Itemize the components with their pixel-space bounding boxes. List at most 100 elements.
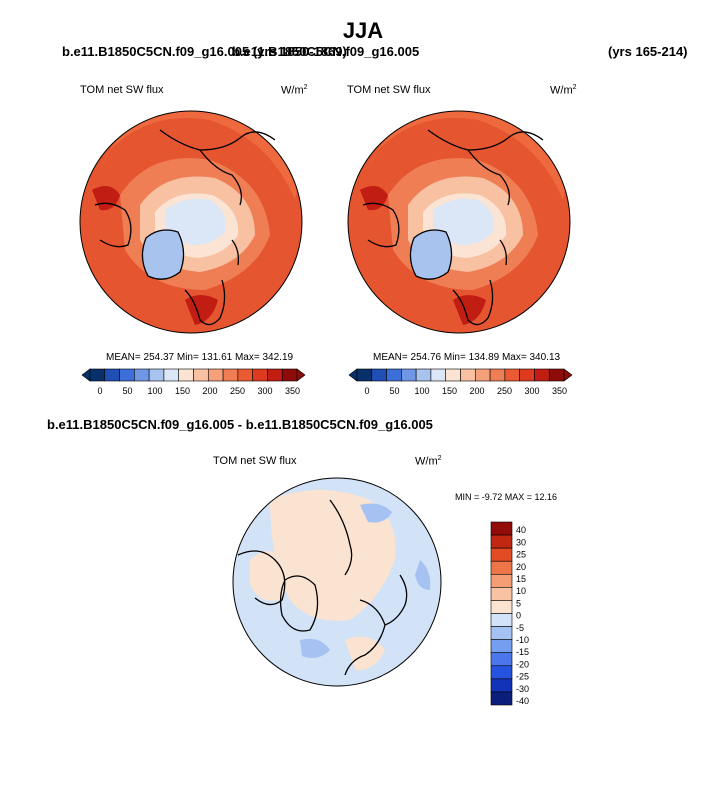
diff-colorbar-tick-label: -5 xyxy=(516,623,524,633)
panel1-colorbar-box xyxy=(104,368,120,382)
panel2-greenland xyxy=(410,230,452,280)
panel1-colorbar-box xyxy=(207,368,224,382)
panel2-colorbar-tick-label: 250 xyxy=(497,386,512,396)
panel2-colorbar-tick-label: 0 xyxy=(364,386,369,396)
diff-negative-region-b xyxy=(415,560,431,590)
panel2-colorbar-box xyxy=(445,368,461,382)
diff-positive-region-b xyxy=(250,551,289,601)
panel1-colorbar-box xyxy=(222,368,239,382)
panel2-colorbar-tick-label: 300 xyxy=(525,386,540,396)
diff-colorbar-tick-label: 25 xyxy=(516,550,526,560)
panel1-units-text: W/m xyxy=(281,84,304,97)
panel2-colorbar-box xyxy=(489,368,506,382)
panel1-arctic-ice xyxy=(165,198,226,246)
diff-stats: MIN = -9.72 MAX = 12.16 xyxy=(455,492,558,502)
panel2-colorbar-box xyxy=(371,368,387,382)
diff-colorbar-box xyxy=(490,534,513,549)
panel2-arctic-ice xyxy=(433,198,494,246)
diff-map-border xyxy=(232,477,442,687)
panel1-colorbar-box xyxy=(89,368,106,382)
panel1-greenland xyxy=(142,230,184,280)
diff-colorbar-box xyxy=(490,665,513,680)
panel1-colorbar-cap-low xyxy=(81,368,91,382)
panel1-coast-canada xyxy=(94,202,132,248)
figure-title: JJA xyxy=(342,18,384,43)
panel1-units-exp: 2 xyxy=(303,84,308,91)
diff-coast-siberia xyxy=(384,574,408,626)
diff-colorbar-tick-label: -10 xyxy=(516,635,529,645)
years-right: (yrs 165-214) xyxy=(608,44,688,59)
case-title-left: b.e11.B1850C5CN.f09_g16.005 (yrs 1850-18… xyxy=(62,44,347,59)
panel1-colorbar-box xyxy=(148,368,165,382)
panel2-colorbar-tick-label: 150 xyxy=(442,386,457,396)
diff-colorbar-box xyxy=(490,547,513,562)
panel2-colorbar-box xyxy=(430,368,447,382)
panel1-colorbar-box xyxy=(134,368,150,382)
diff-colorbar-tick-label: -20 xyxy=(516,659,529,669)
panel2-coast-europe xyxy=(452,279,494,326)
diff-colorbar-tick-label: 40 xyxy=(516,525,526,535)
panel1-colorbar-box xyxy=(281,368,298,382)
diff-colorbar-box xyxy=(490,521,513,536)
panel1-colorbar-tick-label: 350 xyxy=(285,386,300,396)
diff-colorbar-box xyxy=(490,626,513,640)
panel2-map-border xyxy=(347,110,571,334)
panel1-colorbar-tick-label: 150 xyxy=(175,386,190,396)
panel1-units: W/m2 xyxy=(281,84,308,97)
diff-colorbar-box xyxy=(490,560,513,575)
diff-map xyxy=(233,478,441,686)
panel1-coast-greenland xyxy=(141,229,185,280)
panel1-colorbar-tick-label: 250 xyxy=(230,386,245,396)
diff-colorbar-tick-label: -30 xyxy=(516,684,529,694)
panel1-colorbar-tick-label: 0 xyxy=(97,386,102,396)
diff-coast-scandinavia xyxy=(344,599,386,676)
panel2-colorbar-box xyxy=(415,368,432,382)
panel2-colorbar-box xyxy=(504,368,520,382)
panel2-colorbar: 0 50 100 150 200 250 300 350 xyxy=(348,368,573,396)
diff-positive-region-a xyxy=(270,490,396,621)
panel2-coast-scandinavia xyxy=(467,149,511,206)
diff-colorbar-tick-label: 5 xyxy=(516,598,521,608)
panel1-coast-europe xyxy=(184,279,226,326)
diff-colorbar-box xyxy=(490,639,513,654)
diff-colorbar-box xyxy=(490,613,513,627)
panel1-colorbar-box xyxy=(193,368,209,382)
panel2-colorbar-tick-label: 200 xyxy=(469,386,484,396)
panel1-colorbar-box xyxy=(237,368,253,382)
panel1-colorbar-box xyxy=(163,368,180,382)
diff-colorbar-box xyxy=(490,678,513,693)
panel2-colorbar-box xyxy=(356,368,373,382)
case-name-left: b.e11.B1850C5CN.f09_g16.005 xyxy=(62,44,250,59)
panel2-coast-greenland xyxy=(409,229,453,280)
panel1-coast-scandinavia xyxy=(199,149,243,206)
diff-colorbar-tick-label: -15 xyxy=(516,647,529,657)
panel2-colorbar-box xyxy=(548,368,565,382)
diff-units-exp: 2 xyxy=(437,455,442,462)
diff-coast-greenland xyxy=(279,575,319,632)
diff-colorbar: 40 30 25 20 15 10 5 0 -5 -10 -15 -20 -25 -30 -40 xyxy=(490,521,529,706)
panel1-colorbar-tick-label: 50 xyxy=(122,386,132,396)
panel1-stats: MEAN= 254.37 Min= 131.61 Max= 342.19 xyxy=(106,352,294,363)
diff-negative-region-a xyxy=(360,503,392,523)
panel2-colorbar-box xyxy=(386,368,402,382)
panel2-variable-label: TOM net SW flux xyxy=(347,84,431,96)
panel1-colorbar-box xyxy=(252,368,268,382)
panel2-colorbar-tick-label: 50 xyxy=(389,386,399,396)
panel2-coast-islands xyxy=(499,239,508,266)
panel1-colorbar-cap-high xyxy=(296,368,306,382)
diff-coast-canada xyxy=(237,550,286,606)
diff-negative-region-c xyxy=(300,638,330,658)
panel2-colorbar-tick-label: 350 xyxy=(552,386,567,396)
panel1-colorbar: 0 50 100 150 200 250 300 350 xyxy=(81,368,306,396)
panel1-variable-label: TOM net SW flux xyxy=(80,84,164,96)
panel1-colorbar-box xyxy=(267,368,283,382)
diff-colorbar-box xyxy=(490,600,513,614)
panel1-coast-islands xyxy=(231,239,240,266)
years-left: (yrs 1850-1869) xyxy=(252,44,347,59)
panel2-colorbar-box xyxy=(460,368,476,382)
panel2-colorbar-box xyxy=(474,368,491,382)
diff-colorbar-box xyxy=(490,691,513,706)
panel1-map xyxy=(80,111,302,333)
diff-coast-alaska xyxy=(329,499,353,576)
